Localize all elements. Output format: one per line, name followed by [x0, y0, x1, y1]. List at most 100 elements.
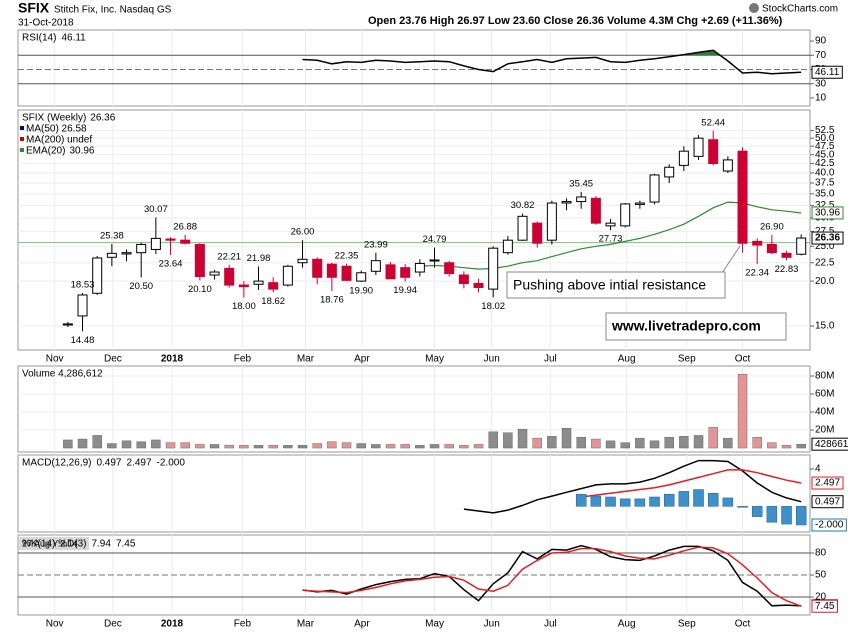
- volume-bar: [268, 445, 278, 449]
- y-tick-label: 20.0: [815, 276, 835, 287]
- candle-body: [92, 257, 103, 294]
- volume-bar: [165, 442, 176, 449]
- volume-bar: [767, 442, 777, 449]
- price-annotation: 52.44: [701, 117, 725, 128]
- y-tick-label: 50.0: [815, 133, 835, 144]
- value-tag-box: [811, 65, 843, 79]
- price-annotation: 22.34: [745, 267, 769, 278]
- volume-bar: [209, 444, 220, 449]
- candle-body: [766, 243, 777, 254]
- volume-bar: [283, 445, 293, 449]
- histogram-bar: [649, 496, 660, 507]
- x-tick-label: May: [425, 619, 444, 630]
- y-tick-label: 35.0: [815, 188, 835, 199]
- candle-body: [194, 243, 205, 278]
- series-line: [302, 544, 802, 607]
- candle-body: [781, 252, 792, 258]
- panel-frame: [17, 454, 811, 533]
- candle-body: [561, 201, 572, 204]
- histogram-bar: [590, 495, 602, 507]
- candle-body: [605, 222, 616, 227]
- candle-body: [297, 258, 308, 264]
- histogram-bar: [663, 493, 675, 507]
- legend-entry: MA(200) undef: [26, 135, 92, 146]
- price-annotation: 30.82: [511, 200, 535, 211]
- volume-bar: [385, 444, 396, 449]
- price-annotation: 35.45: [569, 178, 593, 189]
- candle-body: [165, 238, 176, 241]
- volume-bar: [752, 437, 762, 449]
- y-tick-label: 90: [815, 36, 827, 47]
- value-tag: 0.497: [815, 496, 840, 507]
- price-annotation: 30.07: [144, 204, 168, 215]
- histogram-bar: [678, 491, 690, 507]
- candle-body: [634, 202, 645, 205]
- candle-body: [649, 174, 660, 203]
- histogram-bar: [619, 498, 631, 507]
- candle-body: [752, 240, 763, 246]
- x-tick-label: Jun: [484, 619, 500, 630]
- volume-bar: [297, 445, 308, 449]
- candle-body: [796, 237, 807, 255]
- date: 31-Oct-2018: [18, 18, 74, 29]
- candle-body: [502, 239, 513, 254]
- x-tick-label: Jul: [544, 619, 557, 630]
- value-tag-box: [811, 599, 838, 613]
- value-tag: 26.36: [815, 233, 840, 244]
- price-annotation: 18.00: [232, 301, 256, 312]
- price-annotation: 25.38: [100, 230, 124, 241]
- y-tick-label: 40M: [815, 407, 834, 418]
- legend-entry: 26.36: [90, 113, 115, 124]
- value-tag-box: [811, 518, 847, 532]
- x-tick-label: Sep: [678, 354, 696, 365]
- quote: Open 23.76 High 26.97 Low 23.60 Close 26…: [368, 15, 783, 27]
- x-tick-label: Mar: [297, 354, 315, 365]
- volume-bar: [444, 444, 454, 449]
- series-line: [581, 469, 802, 498]
- value-tag: 2.497: [815, 478, 840, 489]
- panel-frame: [17, 109, 811, 351]
- y-tick-label: 20M: [815, 425, 834, 436]
- volume-bar: [591, 438, 601, 449]
- volume-bar: [576, 437, 586, 449]
- value-tag-box: [811, 206, 844, 220]
- x-tick-label: Aug: [618, 619, 636, 630]
- volume-bar: [415, 445, 425, 449]
- value-tag: 428661: [815, 439, 848, 450]
- price-annotation: 27.73: [599, 234, 623, 245]
- candle-body: [400, 267, 411, 278]
- legend-entry: RSI(14): [22, 33, 56, 44]
- histogram-bar: [634, 498, 646, 507]
- volume-bar: [723, 437, 733, 449]
- callout-pointer: [721, 245, 741, 274]
- x-tick-label: Aug: [618, 354, 636, 365]
- callout-box: [605, 312, 787, 341]
- y-tick-label: 45.0: [815, 149, 835, 160]
- candle-body: [458, 274, 469, 284]
- volume-bar: [341, 442, 352, 449]
- candle-body: [693, 137, 704, 157]
- candle-body: [473, 282, 484, 288]
- volume-bar: [239, 445, 249, 449]
- candle-body: [576, 196, 587, 203]
- volume-bar: [708, 427, 718, 449]
- candle-body: [444, 262, 455, 275]
- overbought-fill: [302, 50, 802, 56]
- legend-swatch: [20, 137, 24, 141]
- x-tick-label: Sep: [678, 619, 696, 630]
- value-tag: -2.000: [815, 520, 844, 531]
- price-annotation: 18.02: [481, 301, 505, 312]
- symbol: SFIX: [18, 0, 50, 16]
- volume-bar: [503, 432, 513, 449]
- x-tick-label: Mar: [297, 619, 315, 630]
- price-annotation: 26.88: [173, 222, 197, 233]
- price-annotation: 22.21: [217, 251, 241, 262]
- histogram-bar: [766, 506, 778, 523]
- candle-body: [136, 243, 147, 254]
- volume-bar: [77, 438, 88, 449]
- candle-body: [77, 294, 88, 317]
- volume-bar: [605, 440, 616, 449]
- candle-body: [238, 284, 249, 288]
- y-tick-label: 30: [815, 78, 827, 89]
- legend-entry: 30.96: [69, 146, 94, 157]
